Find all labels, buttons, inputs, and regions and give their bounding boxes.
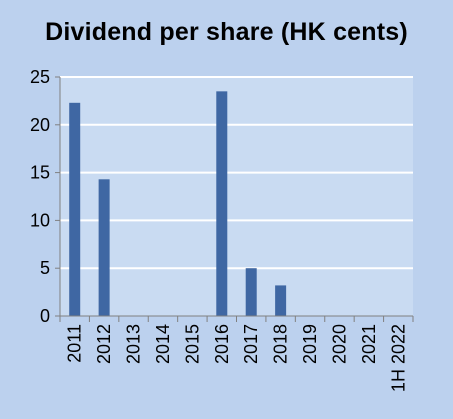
x-tick-label: 2011 xyxy=(65,324,85,363)
x-tick-labels: 2011 2012 2013 2014 2015 2016 2017 2018 2019 2020… xyxy=(65,324,409,392)
x-tick-label: 2016 xyxy=(212,324,232,364)
y-tick-label: 10 xyxy=(30,210,50,230)
x-tick-label: 2019 xyxy=(300,324,320,364)
bar-2017 xyxy=(245,268,257,316)
x-tick-label: 2021 xyxy=(359,324,379,364)
x-tick-label: 2012 xyxy=(94,324,114,364)
x-tick-label: 2018 xyxy=(271,324,291,364)
x-tick-label: 2013 xyxy=(124,324,144,364)
bar-2012 xyxy=(98,179,110,316)
chart-title: Dividend per share (HK cents) xyxy=(45,18,408,46)
x-tick-label: 2017 xyxy=(241,324,261,364)
y-tick-label: 15 xyxy=(30,163,50,183)
y-tick-label: 20 xyxy=(30,115,50,135)
x-tick-label: 2014 xyxy=(153,324,173,364)
y-tick-labels: 0 5 10 15 20 25 xyxy=(30,67,50,326)
gridlines xyxy=(60,76,413,270)
bar-2011 xyxy=(69,102,81,316)
bar-2018 xyxy=(275,285,287,316)
x-tick-label: 2015 xyxy=(182,324,202,364)
x-tick-label: 2020 xyxy=(329,324,349,364)
bar-2016 xyxy=(216,91,228,316)
bars xyxy=(69,91,287,316)
y-tick-label: 25 xyxy=(30,67,50,87)
x-tick-label: 1H 2022 xyxy=(388,324,408,392)
y-tick-label: 5 xyxy=(40,258,50,278)
axes xyxy=(55,76,414,322)
plot-area xyxy=(60,77,413,316)
y-tick-label: 0 xyxy=(40,306,50,326)
